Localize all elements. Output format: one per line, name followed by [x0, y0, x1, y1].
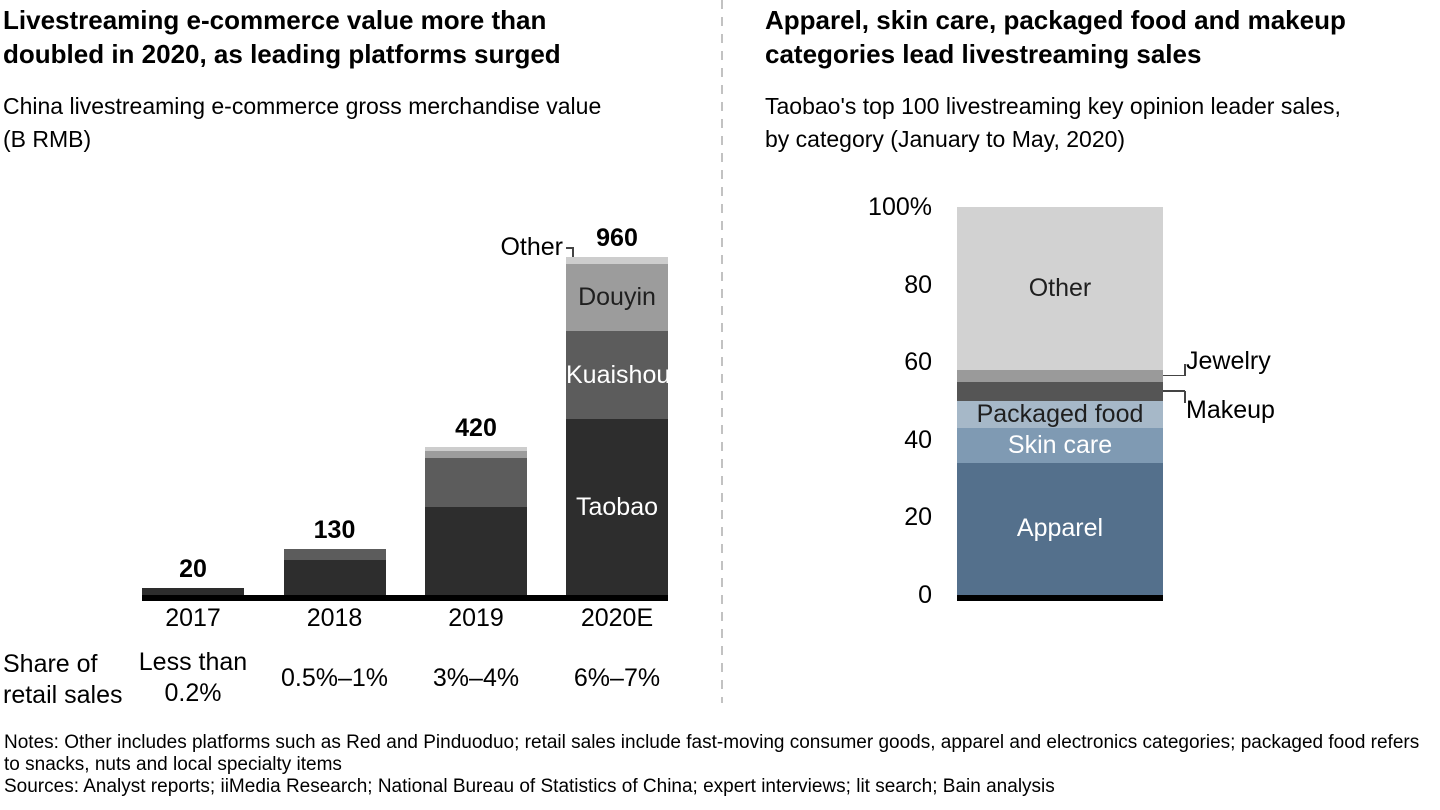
right-chart-subtitle: Taobao's top 100 livestreaming key opini… [765, 93, 1341, 152]
kol-callout-label-makeup: Makeup [1186, 396, 1275, 425]
kol-callout-label-jewelry: Jewelry [1186, 346, 1271, 375]
right-chart-title: Apparel, skin care, packaged food and ma… [765, 5, 1346, 69]
gmv-segment-2018-kuaishou [283, 549, 386, 560]
gmv-total-label-2020E: 960 [596, 224, 638, 252]
gmv-segment-2019-douyin [425, 450, 527, 458]
kol-in-bar-label-skin-care: Skin care [1007, 431, 1113, 460]
left-chart-title: Livestreaming e-commerce value more than… [3, 5, 561, 69]
kol-in-bar-label-apparel: Apparel [1016, 514, 1104, 543]
kol-y-tick-40: 40 [904, 425, 932, 454]
kol-segment-skin-care [957, 428, 1163, 464]
kol-y-tick-20: 20 [904, 503, 932, 532]
kol-segment-jewelry [957, 369, 1163, 382]
kol-y-tick-100-: 100% [868, 193, 932, 221]
kol-segment-apparel [957, 463, 1163, 595]
footnotes: Notes: Other includes platforms such as … [4, 732, 1438, 798]
gmv-in-bar-label-kuaishou: Kuaishou [566, 360, 671, 389]
notes-text: Notes: Other includes platforms such as … [4, 732, 1420, 775]
gmv-share-value-2018: 0.5%–1% [280, 664, 389, 692]
gmv-segment-2020E-douyin [566, 264, 668, 331]
kol-y-tick-60: 60 [904, 348, 932, 377]
gmv-baseline [142, 595, 668, 601]
gmv-segment-2019-other [425, 447, 527, 451]
gmv-total-label-2018: 130 [313, 516, 356, 545]
kol-segment-packaged-food [957, 401, 1163, 429]
gmv-callout-other-line-h [566, 247, 573, 249]
gmv-share-value-2019: 3%–4% [432, 664, 520, 692]
gmv-segment-2017-taobao [142, 587, 244, 595]
gmv-share-value-2020E: 6%–7% [573, 664, 661, 692]
kol-callout-makeup-line-h [1163, 390, 1185, 392]
gmv-x-label-2019: 2019 [448, 604, 504, 632]
gmv-share-value-2017: Less than 0.2% [138, 648, 248, 707]
share-of-retail-sales-label: Share of retail sales [3, 650, 123, 709]
kol-y-tick-80: 80 [904, 270, 932, 299]
kol-in-bar-label-packaged-food: Packaged food [976, 400, 1144, 428]
gmv-callout-other-line-v [572, 247, 574, 257]
gmv-x-label-2017: 2017 [165, 604, 221, 632]
kol-callout-jewelry-line-v [1184, 363, 1186, 376]
gmv-segment-2018-taobao [283, 559, 386, 595]
gmv-segment-2020E-taobao [566, 418, 668, 595]
panel-divider [721, 0, 723, 703]
kol-y-tick-0: 0 [918, 581, 932, 609]
gmv-segment-2019-taobao [425, 506, 527, 595]
gmv-callout-other-label: Other [500, 233, 563, 261]
left-chart-subtitle: China livestreaming e-commerce gross mer… [3, 93, 602, 152]
kol-segment-other [957, 207, 1163, 370]
gmv-total-label-2017: 20 [179, 554, 207, 583]
gmv-in-bar-label-douyin: Douyin [578, 283, 656, 312]
gmv-in-bar-label-taobao: Taobao [575, 492, 659, 521]
gmv-segment-2020E-kuaishou [566, 330, 668, 419]
gmv-segment-2019-kuaishou [425, 457, 527, 507]
kol-callout-makeup-line-v [1184, 391, 1186, 404]
sources-text: Sources: Analyst reports; iiMedia Resear… [4, 776, 1055, 797]
kol-segment-makeup [957, 381, 1163, 401]
kol-callout-jewelry-line-h [1163, 374, 1185, 377]
gmv-segment-2020E-other [566, 257, 668, 265]
kol-baseline [957, 595, 1163, 601]
gmv-x-label-2018: 2018 [306, 604, 363, 632]
gmv-x-label-2020E: 2020E [580, 604, 654, 632]
kol-in-bar-label-other: Other [1028, 274, 1092, 302]
gmv-total-label-2019: 420 [455, 414, 497, 443]
